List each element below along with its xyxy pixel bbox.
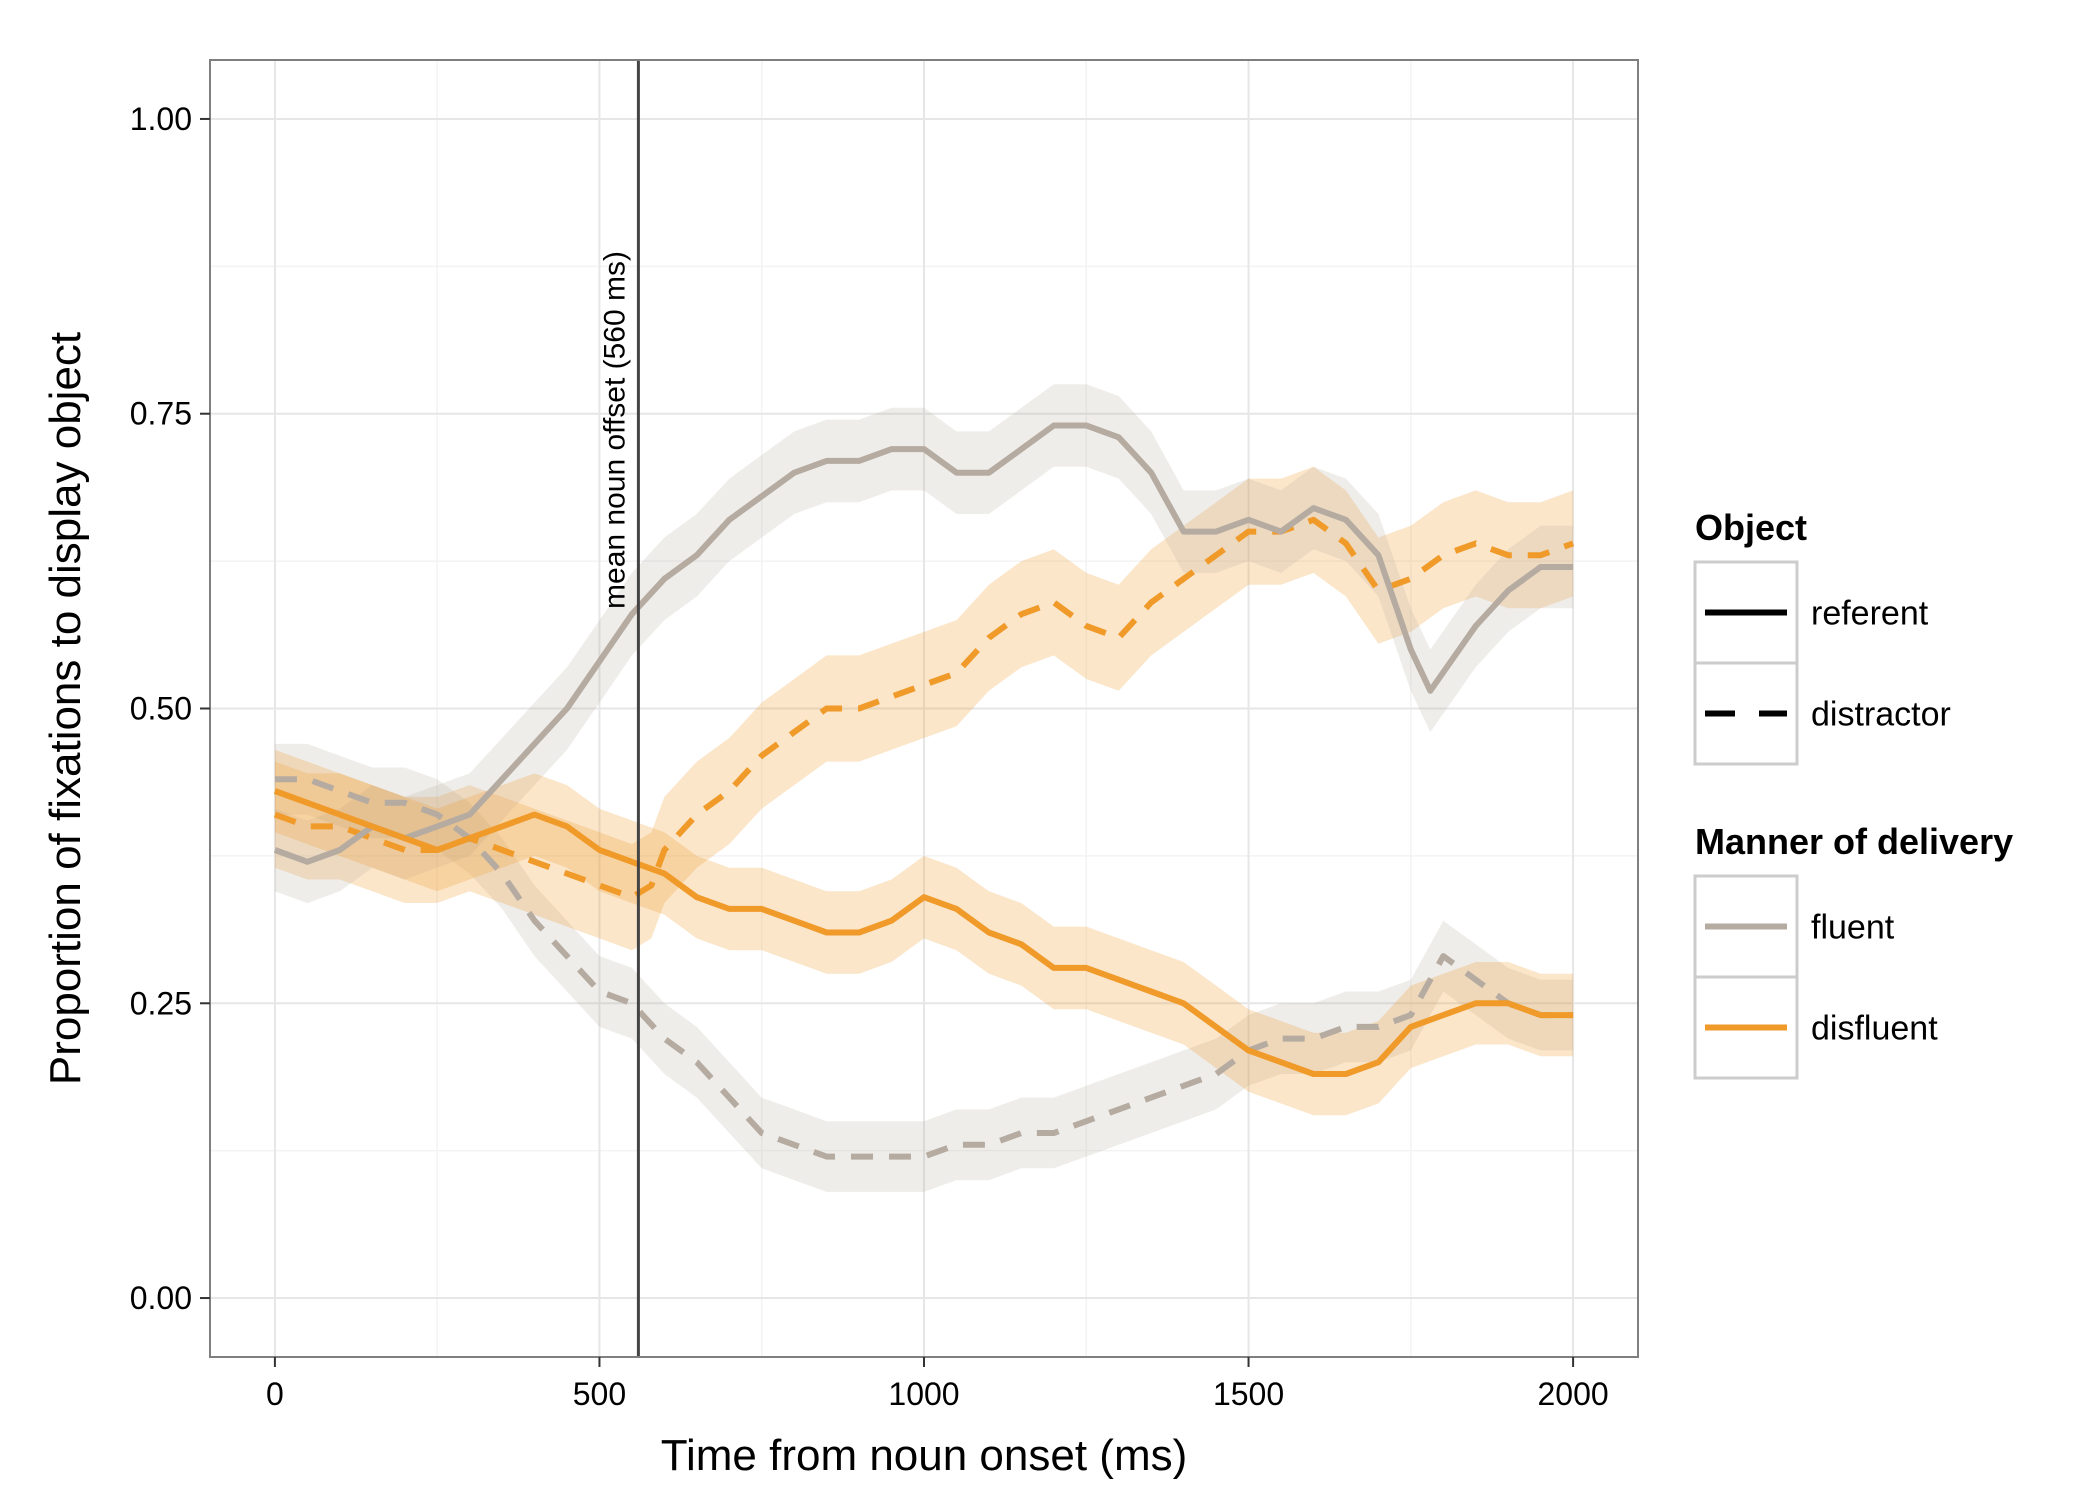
legend-title: Object [1695,507,1807,548]
y-tick-label: 0.25 [130,985,192,1021]
y-tick-label: 0.00 [130,1280,192,1316]
ribbon-disfluent-distractor [274,466,1574,951]
line-disfluent-distractor [273,516,1575,901]
grid [210,60,1638,1357]
annotation: mean noun offset (560 ms) [598,60,640,1357]
line-fluent-referent [273,422,1574,865]
ribbon-fluent-referent [274,384,1574,904]
confidence-ribbons [274,384,1574,1192]
ribbon-fluent-distractor [274,743,1574,1192]
x-tick-label: 2000 [1537,1376,1608,1412]
y-tick-label: 0.75 [130,396,192,432]
noun-offset-label: mean noun offset (560 ms) [598,251,631,609]
y-tick-label: 0.50 [130,691,192,727]
line-fluent-distractor [274,776,1574,1160]
legend: Object referent distractor Manner of delive… [1693,507,2013,1080]
x-axis-title: Time from noun onset (ms) [661,1431,1188,1480]
line-disfluent-referent [273,788,1574,1077]
y-axis-title: Proportion of fixations to display objec… [41,332,90,1085]
y-tick-label: 1.00 [130,101,192,137]
legend-title: Manner of delivery [1695,821,2013,862]
axes: 0 500 1000 1500 2000 0.00 0.25 0.50 0.75 1.00 [130,101,1609,1412]
series-lines [273,422,1575,1160]
x-tick-label: 1000 [888,1376,959,1412]
legend-label-fluent: fluent [1811,909,1895,947]
x-tick-label: 1500 [1213,1376,1284,1412]
x-tick-label: 500 [573,1376,626,1412]
legend-label-distractor: distractor [1811,696,1951,734]
x-tick-label: 0 [266,1376,284,1412]
legend-label-referent: referent [1811,595,1929,633]
ribbon-disfluent-referent [274,749,1574,1116]
legend-label-disfluent: disfluent [1811,1010,1938,1048]
